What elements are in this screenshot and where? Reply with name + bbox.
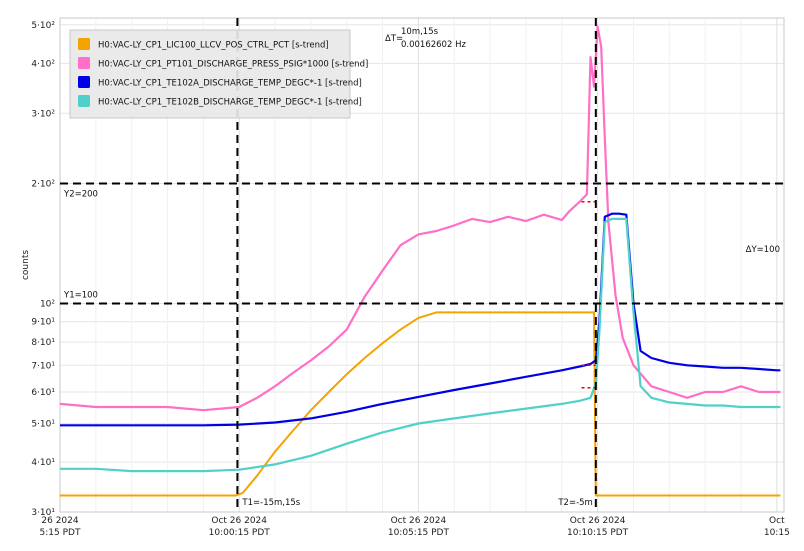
legend-swatch — [78, 95, 90, 107]
x-tick-time-label: 5:15 PDT — [40, 528, 81, 538]
y-tick-label: 10² — [40, 300, 55, 310]
legend-entry[interactable]: H0:VAC-LY_CP1_LIC100_LLCV_POS_CTRL_PCT [… — [98, 41, 329, 51]
cursor-y1-label: Y1=100 — [63, 291, 98, 301]
y-tick-label: 2·10² — [31, 179, 55, 189]
x-tick-date-label: 26 2024 — [41, 516, 78, 526]
y-axis: 3·10¹ 4·10¹ 5·10¹ 6·10¹ 7·10¹ 8·10¹ 9·10¹ 10² 2·… — [31, 21, 55, 518]
x-tick-time-label: 10:10:15 PDT — [567, 528, 629, 538]
y-tick-label: 4·10¹ — [31, 458, 55, 468]
legend-entry[interactable]: H0:VAC-LY_CP1_PT101_DISCHARGE_PRESS_PSIG… — [98, 60, 368, 70]
x-tick-date-label: Oct 26 2024 — [570, 516, 626, 526]
x-tick-date-label: Oct 26 2024 — [211, 516, 267, 526]
y-tick-label: 5·10² — [31, 21, 55, 31]
x-tick-time-label: 10:00:15 PDT — [209, 528, 271, 538]
delta-t-frequency: 0.00162602 Hz — [401, 40, 466, 50]
y-tick-label: 3·10¹ — [31, 508, 55, 518]
legend-swatch — [78, 38, 90, 50]
x-axis: 26 2024 5:15 PDT Oct 26 2024 10:00:15 PDT Oc… — [40, 516, 790, 538]
legend-entry[interactable]: H0:VAC-LY_CP1_TE102B_DISCHARGE_TEMP_DEGC… — [98, 98, 362, 108]
y-tick-label: 6·10¹ — [31, 388, 55, 398]
series-layer — [60, 25, 781, 497]
y-axis-label: counts — [21, 250, 31, 280]
series-line — [60, 311, 781, 497]
y-tick-label: 7·10¹ — [31, 361, 55, 371]
series-line — [60, 217, 781, 473]
legend-swatch — [78, 76, 90, 88]
x-tick-time-label: 10:15 — [764, 528, 790, 538]
y-tick-label: 5·10¹ — [31, 420, 55, 430]
cursor-y2-label: Y2=200 — [63, 189, 98, 199]
legend-swatch — [78, 57, 90, 69]
legend-entry[interactable]: H0:VAC-LY_CP1_TE102A_DISCHARGE_TEMP_DEGC… — [98, 79, 362, 89]
legend-box — [69, 29, 351, 119]
x-tick-date-label: Oct 26 2024 — [391, 516, 447, 526]
cursor-t1-label: T1=-15m,15s — [241, 498, 300, 508]
delta-t-symbol: ΔT= — [385, 34, 403, 44]
y-tick-label: 3·10² — [31, 109, 55, 119]
plot-area[interactable] — [59, 17, 785, 513]
legend[interactable]: H0:VAC-LY_CP1_LIC100_LLCV_POS_CTRL_PCT [… — [69, 29, 368, 119]
y-tick-label: 4·10² — [31, 59, 55, 69]
cursor-t2-label: T2=-5m — [557, 498, 592, 508]
y-tick-label: 9·10¹ — [31, 318, 55, 328]
delta-y-label: ΔY=100 — [746, 245, 780, 255]
y-tick-label: 8·10¹ — [31, 338, 55, 348]
series-line — [60, 25, 781, 412]
x-tick-date-label: Oct — [769, 516, 785, 526]
delta-t-value: 10m,15s — [401, 27, 439, 37]
gap-markers — [581, 200, 596, 389]
series-line — [60, 212, 781, 427]
x-tick-time-label: 10:05:15 PDT — [388, 528, 450, 538]
